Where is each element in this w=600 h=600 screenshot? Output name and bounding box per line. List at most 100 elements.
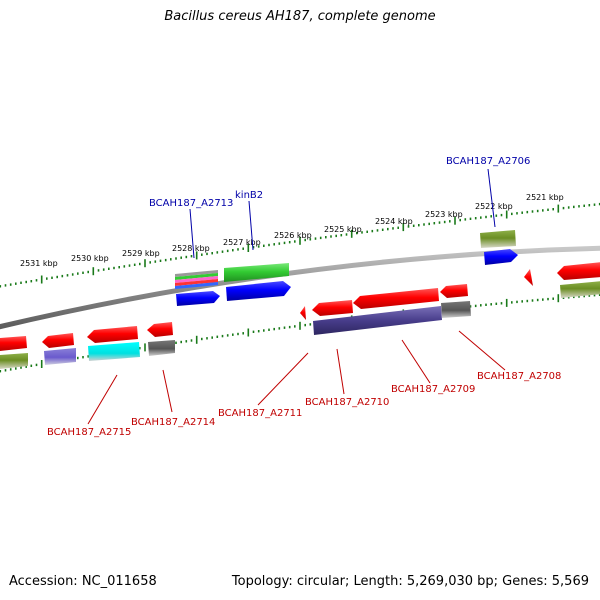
- gene-arrow[interactable]: [148, 340, 175, 356]
- minor-tick: [4, 369, 7, 372]
- gene-arrow[interactable]: [524, 269, 533, 286]
- minor-tick: [314, 237, 317, 240]
- minor-tick: [288, 241, 291, 244]
- minor-tick: [278, 242, 281, 245]
- gene-arrow[interactable]: [313, 306, 442, 335]
- gene-arrow[interactable]: [440, 284, 468, 298]
- gene-label-a2711[interactable]: BCAH187_A2711: [218, 408, 302, 419]
- minor-tick: [180, 256, 182, 259]
- operon-stack[interactable]: [175, 270, 218, 289]
- minor-tick: [294, 240, 296, 243]
- gene-arrow[interactable]: [224, 263, 289, 282]
- minor-tick: [66, 274, 69, 277]
- tick-label: 2529 kbp: [122, 249, 160, 258]
- minor-tick: [82, 271, 84, 274]
- minor-tick: [480, 216, 482, 219]
- minor-tick: [340, 234, 343, 237]
- gene-label-a2706[interactable]: BCAH187_A2706: [446, 156, 530, 167]
- minor-tick: [392, 227, 394, 230]
- minor-tick: [71, 273, 74, 276]
- gene-arrow[interactable]: [176, 291, 220, 306]
- minor-tick: [51, 276, 53, 279]
- gene-arrow[interactable]: [353, 288, 439, 309]
- gene-label-a2708[interactable]: BCAH187_A2708: [477, 371, 561, 382]
- minor-tick: [562, 296, 565, 299]
- minor-tick: [221, 334, 224, 338]
- minor-tick: [593, 203, 596, 206]
- minor-tick: [278, 327, 281, 330]
- minor-tick: [521, 211, 523, 214]
- minor-tick: [552, 297, 554, 300]
- map-title: Bacillus cereus AH187, complete genome: [164, 9, 436, 24]
- minor-tick: [15, 367, 17, 370]
- minor-tick: [438, 221, 441, 224]
- gene-arrow[interactable]: [0, 353, 28, 369]
- minor-tick: [237, 248, 239, 251]
- minor-tick: [598, 293, 600, 296]
- minor-tick: [139, 347, 141, 350]
- minor-tick: [330, 235, 332, 238]
- minor-tick: [480, 304, 482, 307]
- gene-arrow[interactable]: [44, 348, 76, 365]
- minor-tick: [573, 205, 575, 209]
- minor-tick: [356, 231, 358, 235]
- gene-label-a2715[interactable]: BCAH187_A2715: [47, 427, 131, 438]
- gene-arrow[interactable]: [560, 281, 600, 298]
- minor-tick: [226, 249, 229, 253]
- gene-arrow[interactable]: [300, 306, 306, 320]
- minor-tick: [516, 212, 518, 215]
- gene-arrow[interactable]: [480, 230, 516, 248]
- minor-tick: [102, 268, 105, 271]
- minor-tick: [485, 215, 487, 219]
- minor-tick: [35, 363, 38, 367]
- minor-tick: [567, 206, 570, 209]
- gene-arrow[interactable]: [226, 281, 291, 301]
- tick-label: 2526 kbp: [274, 231, 312, 240]
- minor-tick: [82, 356, 84, 359]
- tick-label: 2525 kbp: [324, 225, 362, 234]
- minor-tick: [531, 299, 534, 302]
- gene-arrow[interactable]: [0, 336, 27, 351]
- gene-arrow[interactable]: [147, 322, 173, 337]
- minor-tick: [567, 296, 570, 299]
- tick-label: 2522 kbp: [475, 202, 513, 211]
- minor-tick: [547, 208, 549, 211]
- minor-tick: [598, 202, 600, 206]
- minor-tick: [87, 270, 89, 274]
- minor-tick: [294, 325, 296, 328]
- minor-tick: [97, 269, 100, 272]
- minor-tick: [211, 252, 213, 255]
- minor-tick: [283, 326, 286, 329]
- gene-arrow[interactable]: [557, 262, 600, 280]
- scale-labels: 2531 kbp 2530 kbp 2529 kbp 2528 kbp 2527…: [20, 193, 564, 268]
- minor-tick: [490, 215, 492, 218]
- gene-arrow[interactable]: [42, 333, 74, 348]
- minor-tick: [77, 356, 79, 360]
- minor-tick: [526, 299, 529, 303]
- minor-tick: [216, 251, 219, 254]
- gene-label-a2713[interactable]: BCAH187_A2713: [149, 198, 233, 209]
- minor-tick: [175, 341, 177, 344]
- gene-label-kinb2[interactable]: kinB2: [235, 190, 263, 201]
- minor-tick: [9, 368, 12, 371]
- gene-label-a2714[interactable]: BCAH187_A2714: [131, 417, 215, 428]
- gene-arrow[interactable]: [312, 300, 353, 316]
- genome-backbone: [0, 245, 600, 330]
- gene-arrow[interactable]: [484, 249, 518, 265]
- minor-tick: [232, 249, 234, 252]
- gene-label-a2710[interactable]: BCAH187_A2710: [305, 397, 389, 408]
- gene-label-a2709[interactable]: BCAH187_A2709: [391, 384, 475, 395]
- tick-label: 2524 kbp: [375, 217, 413, 226]
- minor-tick: [474, 217, 477, 220]
- minor-tick: [536, 298, 539, 302]
- minor-tick: [15, 282, 17, 285]
- gene-arrow[interactable]: [441, 301, 471, 318]
- gene-arrow[interactable]: [87, 326, 138, 343]
- minor-tick: [464, 218, 467, 221]
- minor-tick: [273, 243, 275, 246]
- minor-tick: [237, 332, 239, 336]
- minor-tick: [381, 228, 384, 231]
- minor-tick: [190, 255, 193, 258]
- minor-tick: [345, 233, 348, 236]
- gene-arrow[interactable]: [88, 342, 140, 361]
